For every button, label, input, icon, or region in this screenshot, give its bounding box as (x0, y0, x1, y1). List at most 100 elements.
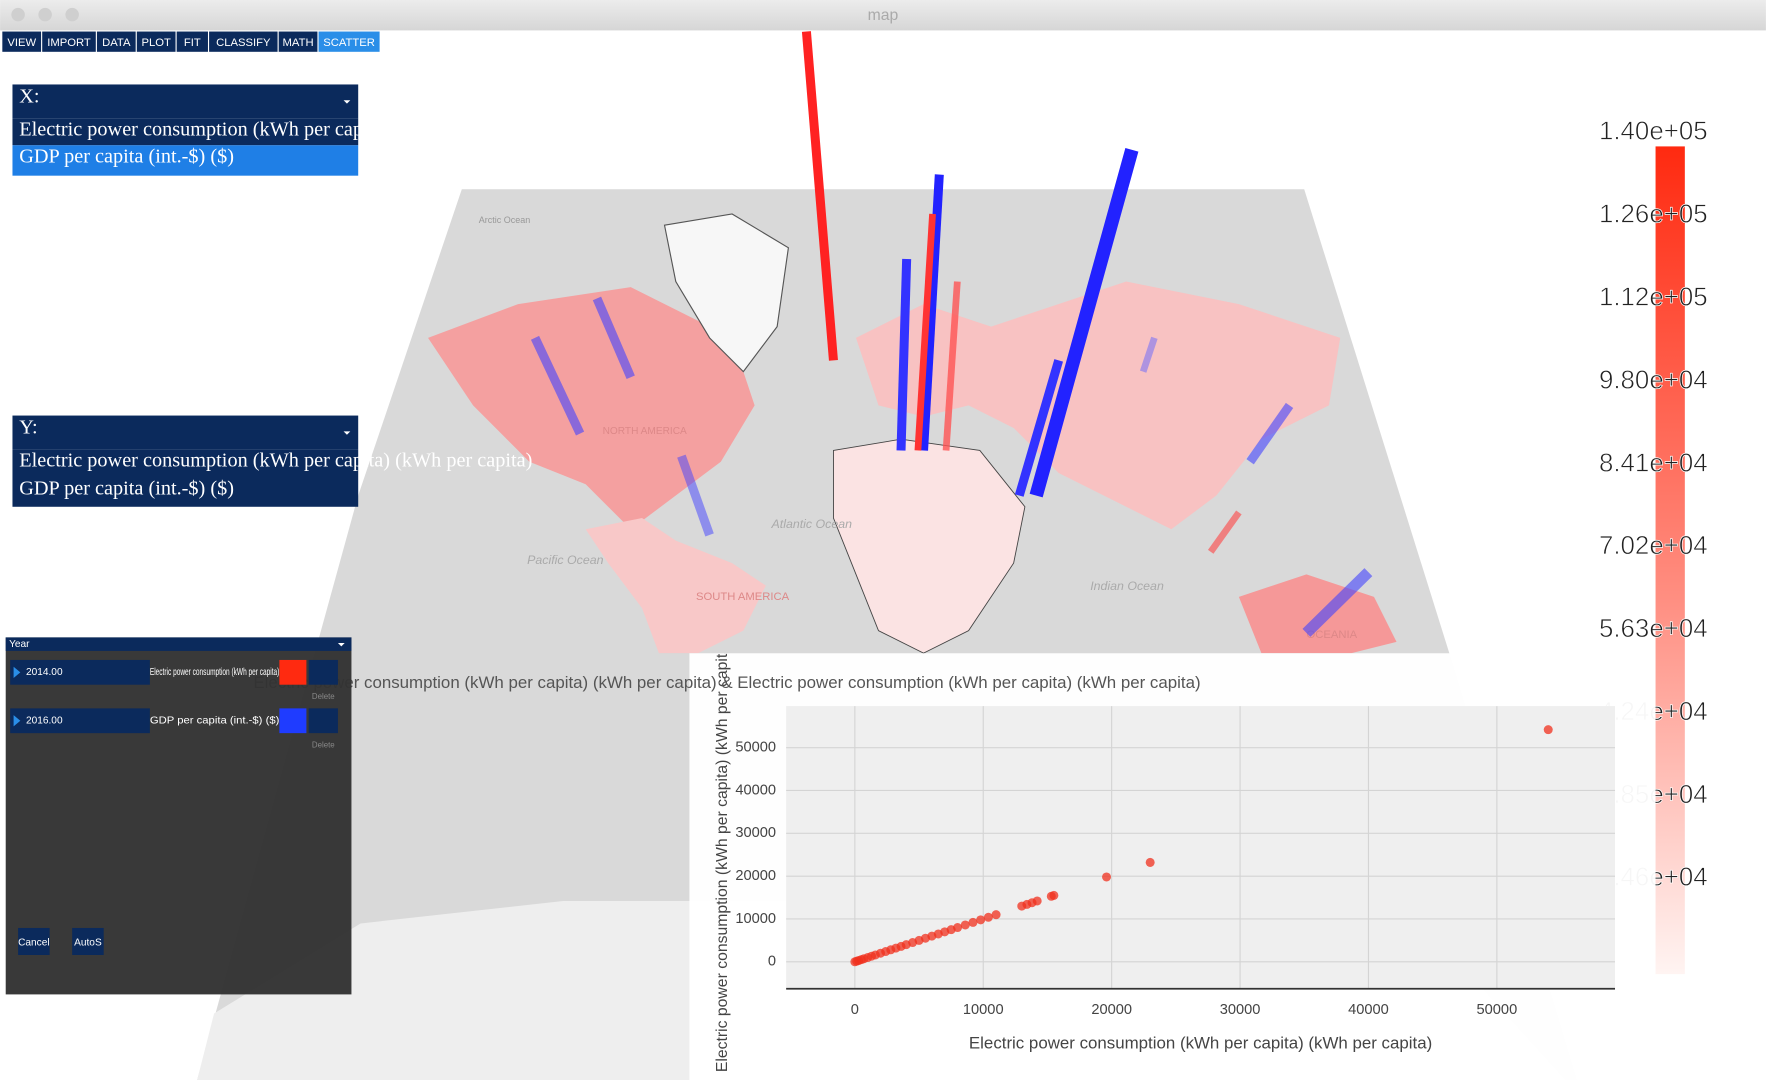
scatter-title: Electric power consumption (kWh per capi… (253, 673, 1200, 692)
y-option-text: GDP per capita (int.-$) ($) (19, 478, 234, 500)
map-label: NORTH AMERICA (603, 426, 687, 437)
color-swatch[interactable] (279, 708, 307, 734)
menu-item[interactable] (209, 31, 278, 52)
south-america (585, 518, 766, 654)
button-label: AutoS (74, 937, 102, 948)
map-bar (801, 31, 838, 361)
map-bar (677, 454, 714, 537)
y-tick-label: 0 (768, 954, 776, 970)
year-rows: 2014.00 Electric power consumption (kWh p… (10, 659, 338, 750)
y-selector-header[interactable] (12, 415, 359, 450)
australia (1238, 574, 1397, 654)
expand-arrow (13, 666, 21, 678)
menu-item-label: IMPORT (47, 37, 91, 49)
map-bar (1014, 359, 1064, 497)
map-bar (530, 335, 585, 436)
scatter-point (953, 923, 963, 933)
colorbar-label: 1.26e+05 (1599, 201, 1708, 229)
title-bar (0, 0, 1766, 31)
menu-item-label: DATA (102, 37, 131, 49)
north-america (428, 287, 755, 530)
window-close[interactable] (11, 7, 25, 22)
menu-item[interactable] (278, 31, 318, 52)
delete-box[interactable] (308, 708, 338, 734)
africa (832, 438, 1026, 654)
y-tick-label: 20000 (735, 868, 776, 884)
menu-item-label: VIEW (7, 37, 36, 49)
map-bars (530, 31, 1373, 637)
x-selector: X: Electric power consumption (kWh per c… (12, 84, 532, 176)
menu-item-label: CLASSIFY (216, 37, 271, 49)
map-bar (592, 296, 635, 380)
y-selector-label: Y: (19, 417, 37, 439)
y-tick-label: 30000 (735, 825, 776, 841)
map-bar (1207, 510, 1242, 554)
map-bar (1302, 568, 1373, 637)
x-selector-header[interactable] (12, 84, 359, 119)
y-option-text: Electric power consumption (kWh per capi… (19, 449, 532, 471)
button-label: Cancel (18, 937, 50, 948)
y-selector: Y: Electric power consumption (kWh per c… (12, 415, 532, 507)
x-option-selected[interactable] (12, 145, 359, 176)
year-panel-title: Year (9, 639, 30, 650)
scatter-point (1032, 896, 1042, 906)
delete-label: Delete (312, 692, 335, 701)
menu-item-label: PLOT (141, 37, 171, 49)
map-label: Indian Ocean (1090, 579, 1164, 593)
x-option-text: GDP per capita (int.-$) ($) (19, 145, 234, 167)
x-tick-label: 50000 (1477, 1002, 1518, 1018)
x-tick-label: 30000 (1220, 1002, 1261, 1018)
menu-item-label: MATH (283, 37, 314, 49)
colorbar-label: 5.63e+04 (1599, 615, 1708, 643)
window-zoom[interactable] (65, 7, 79, 22)
menu-item-label: SCATTER (323, 37, 375, 49)
color-swatch[interactable] (279, 659, 307, 685)
y-tick-label: 10000 (735, 911, 776, 927)
y-options[interactable] (12, 449, 359, 507)
delete-box[interactable] (308, 659, 338, 685)
menu-item[interactable] (42, 31, 96, 52)
y-tick-label: 50000 (735, 740, 776, 756)
y-axis-label: Electric power consumption (kWh per capi… (714, 640, 731, 1072)
scatter-point (1145, 857, 1155, 867)
year-panel: Year 2014.00 Electric power consumption (… (5, 637, 352, 995)
menu-item[interactable] (318, 31, 380, 52)
cancel-button[interactable] (18, 927, 50, 955)
map-bar (919, 174, 944, 451)
menu-bar: VIEW IMPORT DATA PLOT FIT CLASSIFY MATH SCATTER (2, 31, 380, 52)
x-selector-label: X: (19, 86, 39, 108)
colorbar-label: 1.40e+05 (1599, 118, 1708, 146)
x-option[interactable] (12, 118, 359, 146)
scatter-point (1049, 890, 1059, 900)
year-field[interactable] (10, 659, 150, 685)
scatter-point (960, 920, 970, 930)
scatter-point (983, 912, 993, 922)
map-label: Pacific Ocean (527, 553, 603, 567)
greenland (663, 213, 790, 373)
year-panel-header[interactable] (5, 637, 352, 651)
menu-item[interactable] (96, 31, 136, 52)
dropdown-arrow (337, 643, 345, 647)
dropdown-arrow (343, 431, 351, 435)
autos-button[interactable] (72, 927, 104, 955)
menu-item-label: FIT (184, 37, 201, 49)
delete-label: Delete (312, 741, 335, 750)
window-minimize[interactable] (38, 7, 52, 22)
map-label: OCEANIA (1306, 629, 1357, 641)
scatter-point (1102, 872, 1112, 882)
x-option-text: Electric power consumption (kWh per capi… (19, 118, 532, 140)
scatter-point (991, 910, 1001, 920)
colorbar-label: 9.80e+04 (1599, 366, 1708, 394)
scatter-point (976, 915, 986, 925)
menu-item[interactable] (2, 31, 42, 52)
year-field[interactable] (10, 708, 150, 734)
eurasia (855, 281, 1341, 530)
colorbar (1655, 146, 1685, 975)
map-label: Arctic Ocean (479, 215, 531, 225)
menu-item[interactable] (176, 31, 208, 52)
x-tick-label: 0 (851, 1002, 859, 1018)
x-tick-label: 40000 (1348, 1002, 1389, 1018)
menu-item[interactable] (136, 31, 176, 52)
map-bar (1139, 336, 1158, 373)
